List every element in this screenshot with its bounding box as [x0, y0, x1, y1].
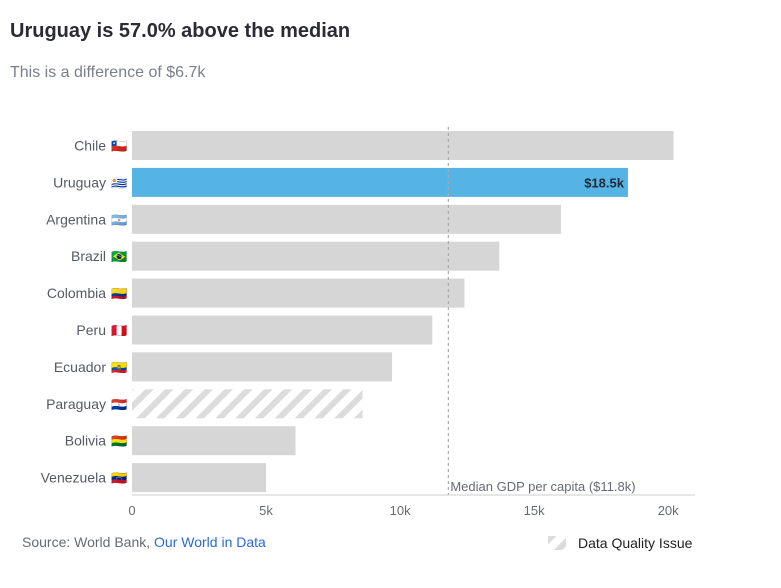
bar-chart: Chile 🇨🇱 Uruguay 🇺🇾 $18.5k Argentina 🇦🇷 Brazil 🇧…: [41, 127, 695, 518]
bar-venezuela[interactable]: [132, 463, 267, 493]
chart-subtitle: This is a difference of $6.7k: [10, 64, 206, 81]
flag-icon: 🇻🇪: [111, 471, 127, 486]
source-prefix: Source: World Bank,: [22, 534, 151, 550]
flag-icon: 🇨🇴: [111, 286, 127, 301]
data-label: $18.5k: [584, 175, 625, 190]
x-tick-label: 0: [128, 503, 135, 518]
category-label: Bolivia: [65, 433, 106, 449]
flag-icon: 🇪🇨: [111, 360, 127, 375]
x-tick-label: 15k: [524, 503, 545, 518]
category-label: Brazil: [71, 248, 106, 264]
category-label: Chile: [74, 138, 106, 154]
bar-colombia[interactable]: [132, 278, 465, 308]
x-tick-label: 10k: [390, 503, 411, 518]
flag-icon: 🇦🇷: [111, 212, 127, 227]
category-label: Uruguay: [53, 174, 106, 190]
chart-title: Uruguay is 57.0% above the median: [10, 20, 351, 42]
bar-argentina[interactable]: [132, 204, 561, 234]
source-link[interactable]: Our World in Data: [154, 534, 266, 550]
source-note: Source: World Bank, Our World in Data: [22, 534, 266, 550]
legend-label: Data Quality Issue: [578, 535, 693, 551]
flag-icon: 🇵🇪: [111, 323, 127, 338]
category-label: Venezuela: [41, 470, 107, 486]
bar-chile[interactable]: [132, 131, 674, 160]
x-tick-label: 20k: [658, 503, 679, 518]
median-label: Median GDP per capita ($11.8k): [450, 479, 635, 494]
category-label: Paraguay: [46, 396, 106, 412]
bar-ecuador[interactable]: [132, 352, 393, 382]
flag-icon: 🇧🇴: [111, 434, 127, 449]
flag-icon: 🇺🇾: [111, 175, 127, 190]
x-tick-label: 5k: [259, 503, 273, 518]
category-label: Argentina: [46, 211, 106, 227]
bar-peru[interactable]: [132, 315, 433, 345]
hatch-swatch-icon: [548, 536, 566, 550]
category-label: Colombia: [47, 285, 106, 301]
flag-icon: 🇵🇾: [111, 397, 127, 412]
category-label: Peru: [76, 322, 106, 338]
flag-icon: 🇧🇷: [111, 249, 127, 264]
flag-icon: 🇨🇱: [111, 139, 127, 154]
bar-paraguay[interactable]: [132, 389, 363, 419]
bar-uruguay[interactable]: [132, 167, 628, 197]
bar-brazil[interactable]: [132, 241, 500, 271]
legend: Data Quality Issue: [548, 535, 692, 551]
bar-bolivia[interactable]: [132, 426, 296, 456]
category-label: Ecuador: [54, 359, 106, 375]
